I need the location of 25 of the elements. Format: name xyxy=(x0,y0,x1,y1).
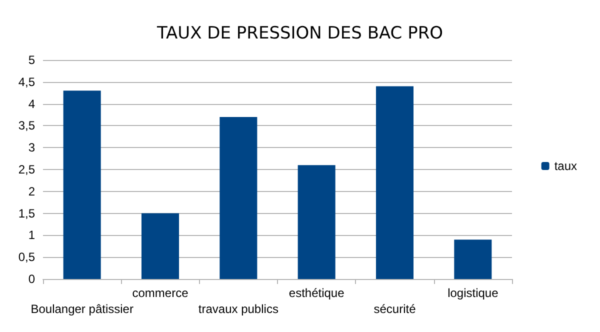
bar xyxy=(63,90,101,279)
bar xyxy=(141,213,180,279)
y-tick-label: 2 xyxy=(28,184,36,198)
bar xyxy=(298,165,336,279)
chart-title: TAUX DE PRESSION DES BAC PRO xyxy=(156,24,444,44)
x-tick-label: Boulanger pâtissier xyxy=(30,302,134,316)
bar xyxy=(454,240,492,279)
bar xyxy=(376,86,414,279)
x-tick-label: logistique xyxy=(448,286,499,300)
y-tick-label: 3,5 xyxy=(18,118,36,133)
x-tick-label: travaux publics xyxy=(198,302,278,316)
y-tick-label: 4 xyxy=(28,96,36,111)
y-tick-label: 0,5 xyxy=(18,250,36,264)
x-tick-label: sécurité xyxy=(374,302,416,316)
y-tick-label: 5 xyxy=(28,53,36,67)
y-tick-label: 1 xyxy=(28,228,36,242)
y-tick-label: 0 xyxy=(28,272,36,286)
legend-label: taux xyxy=(554,159,578,173)
y-tick-label: 4,5 xyxy=(18,74,36,89)
x-tick-label: commerce xyxy=(132,286,189,300)
x-tick-label: esthétique xyxy=(288,286,345,300)
bar xyxy=(220,116,258,279)
y-tick-label: 2,5 xyxy=(18,162,36,176)
y-tick-label: 1,5 xyxy=(18,206,36,220)
y-tick-label: 3 xyxy=(28,140,36,155)
